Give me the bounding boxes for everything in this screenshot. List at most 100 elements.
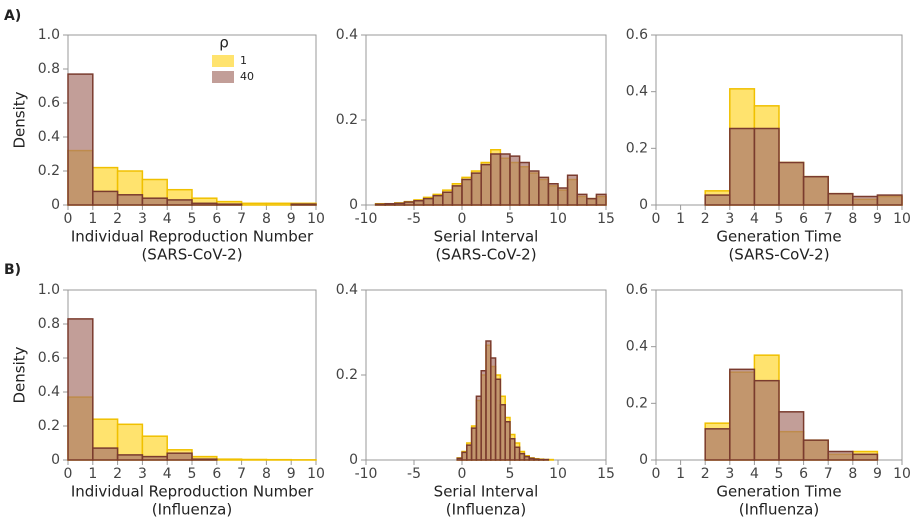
x-tick-label: -10 (355, 211, 378, 227)
x-tick-label: 5 (188, 211, 197, 227)
x-tick-label: 2 (701, 466, 710, 482)
y-tick-label: 0.2 (336, 367, 358, 383)
x-tick-label: 4 (750, 211, 759, 227)
histogram-bar (852, 453, 879, 461)
x-axis-label: (SARS-CoV-2) (728, 246, 829, 264)
histogram-bar (852, 195, 879, 206)
histogram-bar (566, 174, 578, 206)
legend-title: ρ (219, 34, 229, 52)
x-tick-label: 2 (113, 211, 122, 227)
y-tick-label: 0.2 (626, 140, 648, 156)
x-tick-label: 5 (506, 211, 515, 227)
y-tick-label: 0 (51, 452, 60, 468)
histogram-bar (216, 203, 243, 206)
y-tick-label: 0.4 (336, 282, 358, 298)
x-tick-label: 8 (848, 466, 857, 482)
x-tick-label: 2 (701, 211, 710, 227)
histogram-bar (827, 450, 854, 461)
histogram-bar (432, 194, 444, 206)
histogram-bar (141, 197, 168, 206)
y-tick-label: 0.4 (38, 129, 60, 145)
histogram-bar (827, 192, 854, 206)
x-axis-label: Generation Time (716, 228, 841, 246)
histogram-bar (116, 454, 144, 461)
histogram-bar (67, 318, 94, 461)
x-tick-label: 0 (652, 466, 661, 482)
histogram-bar (557, 187, 569, 206)
histogram-bar (802, 439, 829, 461)
y-tick-label: 0 (349, 452, 358, 468)
x-tick-label: 3 (725, 466, 734, 482)
x-tick-label: 8 (262, 466, 271, 482)
y-tick-label: 0.4 (336, 27, 358, 43)
histogram-bar (470, 172, 482, 206)
x-tick-label: 3 (138, 211, 147, 227)
y-tick-label: 0 (639, 197, 648, 213)
y-tick-label: 0 (51, 197, 60, 213)
x-axis-label: (SARS-CoV-2) (435, 246, 536, 264)
x-tick-label: -5 (407, 211, 421, 227)
x-tick-label: 8 (262, 211, 271, 227)
histogram-bar (480, 163, 492, 206)
histogram-bar (394, 202, 406, 206)
histogram-bar (374, 203, 386, 206)
x-tick-label: 0 (64, 466, 73, 482)
y-tick-label: 1.0 (38, 27, 60, 43)
x-tick-label: 1 (676, 466, 685, 482)
histogram-bar (191, 458, 218, 461)
x-tick-label: 6 (799, 466, 808, 482)
x-tick-label: 8 (848, 211, 857, 227)
x-tick-label: 10 (307, 211, 325, 227)
histogram-bar (753, 379, 780, 461)
x-axis-label: Generation Time (716, 483, 841, 501)
histogram-bar (166, 452, 193, 461)
histogram-bar (166, 199, 193, 206)
x-axis-label: Serial Interval (434, 483, 539, 501)
histogram-bar (92, 190, 119, 206)
y-tick-label: 0.8 (38, 61, 60, 77)
histogram-bar (595, 193, 607, 206)
x-tick-label: 1 (88, 211, 97, 227)
x-tick-label: 7 (824, 466, 833, 482)
x-tick-label: 1 (88, 466, 97, 482)
x-tick-label: 4 (163, 466, 172, 482)
y-tick-label: 0.4 (626, 84, 648, 100)
histogram-bar (499, 153, 511, 206)
x-tick-label: 10 (549, 466, 567, 482)
x-tick-label: -10 (355, 466, 378, 482)
x-tick-label: 9 (287, 211, 296, 227)
histogram-bar (384, 202, 396, 206)
x-axis-label: (SARS-CoV-2) (141, 246, 242, 264)
histogram-bar (141, 455, 168, 461)
x-tick-label: 15 (597, 211, 615, 227)
y-axis-label: Density (11, 91, 29, 148)
y-tick-label: 0.6 (38, 350, 60, 366)
legend-label: 40 (240, 70, 254, 83)
x-tick-label: -5 (407, 466, 421, 482)
x-tick-label: 0 (458, 466, 467, 482)
histogram-bar (753, 127, 780, 206)
histogram-bar (240, 202, 268, 206)
x-tick-label: 5 (506, 466, 515, 482)
histogram-bar (240, 458, 268, 461)
x-axis-label: (Influenza) (152, 501, 232, 519)
x-tick-label: 10 (549, 211, 567, 227)
x-tick-label: 6 (212, 466, 221, 482)
x-tick-label: 10 (893, 211, 911, 227)
x-tick-label: 10 (893, 466, 911, 482)
x-tick-label: 4 (163, 211, 172, 227)
x-tick-label: 0 (64, 211, 73, 227)
y-tick-label: 0.2 (626, 395, 648, 411)
histogram-bar (704, 428, 731, 461)
x-tick-label: 4 (750, 466, 759, 482)
histogram-bar (116, 423, 144, 461)
panel-label: A) (4, 8, 21, 24)
x-tick-label: 0 (458, 211, 467, 227)
y-tick-label: 0.2 (38, 163, 60, 179)
y-tick-label: 0.4 (626, 339, 648, 355)
x-tick-label: 7 (237, 466, 246, 482)
y-tick-label: 0.8 (38, 316, 60, 332)
legend-label: 1 (240, 54, 247, 67)
histogram-bar (461, 178, 473, 206)
